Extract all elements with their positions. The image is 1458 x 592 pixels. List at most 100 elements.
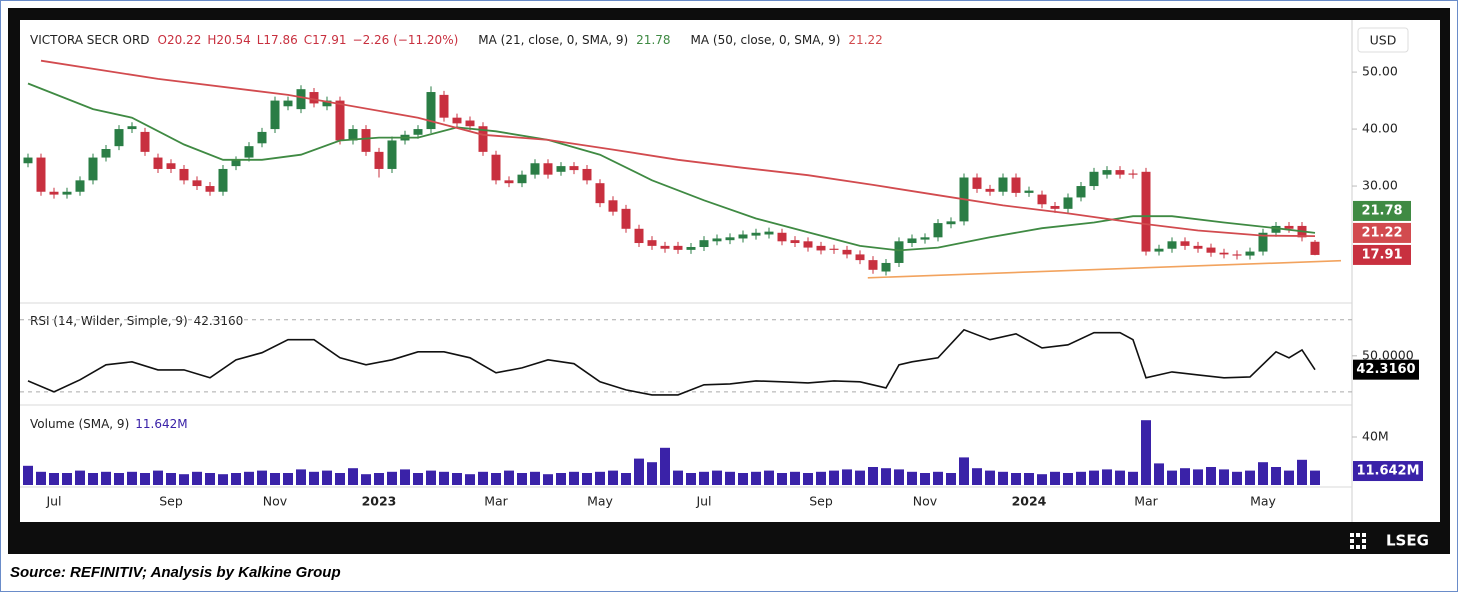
candle-body (1258, 232, 1268, 252)
logo-dot (1362, 545, 1366, 549)
quote-label: O20.22 (158, 33, 202, 47)
quote-label: C17.91 (304, 33, 347, 47)
volume-bar (62, 473, 72, 485)
volume-bar (179, 474, 189, 485)
logo-dot (1350, 533, 1354, 537)
candle-body (1011, 177, 1021, 193)
price-tag (1353, 244, 1411, 265)
x-tick-label: Nov (263, 494, 288, 509)
candle-body (1037, 194, 1047, 205)
volume-bar (790, 471, 800, 485)
volume-bar (1024, 473, 1034, 485)
volume-bar (218, 474, 228, 485)
volume-bar (23, 465, 33, 485)
candle-body (1245, 251, 1255, 256)
volume-bar (998, 471, 1008, 485)
rsi-tag (1353, 359, 1419, 380)
volume-tag-label: 11.642M (1356, 464, 1419, 479)
volume-bar (1284, 470, 1294, 485)
candle-body (1154, 248, 1164, 252)
candle-body (1232, 254, 1242, 256)
volume-bar (1115, 470, 1125, 485)
candle-body (257, 131, 267, 144)
volume-bar (738, 473, 748, 485)
currency-label: USD (1370, 33, 1397, 48)
indicator-name: MA (21, close, 0, SMA, 9) (478, 33, 628, 47)
volume-bar (231, 473, 241, 485)
candle-body (530, 163, 540, 175)
volume-bar (621, 473, 631, 485)
volume-bar (777, 473, 787, 485)
candle-body (88, 157, 98, 181)
price-header: VICTORA SECR ORD O20.22 H20.54 L17.86 C17.91… (30, 33, 883, 47)
candle-body (946, 221, 956, 225)
volume-bar (582, 473, 592, 485)
indicator-value: 21.78 (636, 33, 670, 47)
candle-body (569, 166, 579, 171)
volume-bar (1206, 467, 1216, 485)
price-tag (1353, 222, 1411, 243)
volume-bar (699, 471, 709, 485)
volume-bar (712, 470, 722, 485)
x-tick-label: 2023 (362, 494, 397, 509)
indicator-name: Volume (SMA, 9) (30, 417, 129, 431)
candle-body (842, 249, 852, 255)
x-tick-label: Nov (913, 494, 938, 509)
indicator-value: 21.22 (848, 33, 882, 47)
candle-body (296, 89, 306, 110)
volume-bar (751, 471, 761, 485)
volume-bar (543, 474, 553, 485)
volume-bar (842, 469, 852, 485)
candle-body (1050, 205, 1060, 209)
logo-dot (1350, 545, 1354, 549)
x-tick-label: 2024 (1012, 494, 1047, 509)
candle-body (218, 168, 228, 192)
x-tick-label: Mar (484, 494, 508, 509)
brand: LSEG (1386, 532, 1429, 550)
candle-body (933, 223, 943, 238)
candle-body (101, 149, 111, 158)
candle-body (1115, 170, 1125, 175)
candle-body (1310, 241, 1320, 255)
volume-bar (959, 457, 969, 485)
volume-bar (1063, 473, 1073, 485)
currency-box (1357, 27, 1409, 53)
candle-body (244, 146, 254, 158)
volume-bar (1011, 473, 1021, 485)
x-tick-label: Mar (1134, 494, 1158, 509)
volume-bar (816, 471, 826, 485)
brand-logo (1350, 533, 1366, 549)
rsi-line (27, 328, 1316, 396)
candle-body (127, 126, 137, 130)
volume-bar (192, 471, 202, 485)
candle-body (712, 238, 722, 242)
candle-body (868, 260, 878, 270)
volume-bar (335, 473, 345, 485)
volume-bar (907, 471, 917, 485)
volume-bar (1232, 471, 1242, 485)
x-tick-label: Sep (809, 494, 833, 509)
volume-bar (881, 468, 891, 485)
moving-average (40, 59, 1316, 237)
candle-body (205, 186, 215, 192)
volume-bar (127, 471, 137, 485)
candle-body (75, 180, 85, 192)
volume-bar (75, 470, 85, 485)
candle-body (582, 168, 592, 181)
volume-bar (101, 471, 111, 485)
candle-body (751, 232, 761, 236)
candle-body (270, 100, 280, 130)
candle-body (413, 129, 423, 135)
logo-dot (1350, 539, 1354, 543)
volume-bar (348, 468, 358, 485)
candle-body (985, 188, 995, 192)
volume-bar (452, 473, 462, 485)
volume-bar (361, 474, 371, 485)
y-tick-label: 30.00 (1362, 178, 1398, 193)
volume-bar (166, 473, 176, 485)
x-tick-label: Jul (45, 494, 61, 509)
candle-body (1128, 173, 1138, 175)
y-tick-label: 40.00 (1362, 121, 1398, 136)
price-tag (1353, 200, 1411, 221)
volume-bar (686, 473, 696, 485)
